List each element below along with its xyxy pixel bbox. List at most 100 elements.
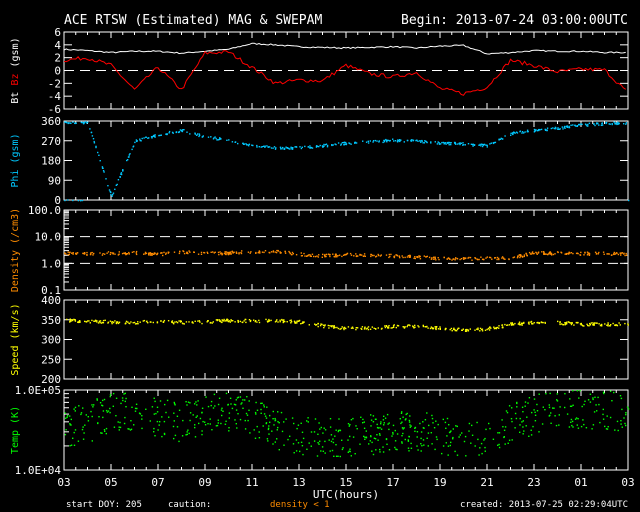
data-point-temp <box>187 429 189 431</box>
data-point-density <box>498 258 500 261</box>
data-point-temp <box>408 419 411 422</box>
data-point-speed <box>298 319 301 322</box>
data-point-speed <box>570 322 572 324</box>
data-point-density <box>233 251 235 253</box>
data-point-phi <box>438 143 441 145</box>
data-point-phi <box>444 142 446 144</box>
data-point-temp <box>423 427 425 429</box>
data-point-temp <box>609 416 612 419</box>
data-point-temp <box>556 393 558 395</box>
data-point-temp <box>426 412 428 414</box>
data-point-temp <box>317 442 319 444</box>
data-point-speed <box>102 319 105 322</box>
data-point-temp <box>274 441 276 443</box>
data-point-density <box>474 257 476 259</box>
y-tick-label: 270 <box>41 135 61 148</box>
data-point-speed <box>434 326 436 328</box>
data-point-temp <box>579 390 581 392</box>
data-point-speed <box>328 327 330 329</box>
data-point-temp <box>458 436 460 438</box>
data-point-density <box>451 259 453 261</box>
data-point-speed <box>571 322 573 324</box>
data-point-temp <box>260 412 262 414</box>
data-point-phi <box>554 126 557 129</box>
data-point-density <box>446 258 448 260</box>
data-point-temp <box>241 402 243 404</box>
data-point-temp <box>377 439 379 441</box>
data-point-phi <box>415 139 417 142</box>
data-point-phi <box>382 141 384 144</box>
data-point-temp <box>485 428 487 431</box>
data-point-phi <box>120 172 123 174</box>
data-point-temp <box>97 422 99 424</box>
data-point-speed <box>69 320 71 322</box>
data-point-density <box>393 256 396 259</box>
data-point-phi <box>145 136 147 138</box>
data-point-density <box>86 251 88 254</box>
data-point-density <box>289 252 292 255</box>
data-point-temp <box>317 433 319 435</box>
data-point-phi <box>120 173 122 175</box>
data-point-density <box>586 251 589 253</box>
data-point-temp <box>339 455 341 458</box>
data-point-temp <box>408 450 410 452</box>
data-point-phi <box>539 129 541 131</box>
data-point-speed <box>314 323 316 325</box>
data-point-density <box>334 256 336 258</box>
data-point-phi <box>70 122 72 124</box>
data-point-speed <box>117 322 120 325</box>
data-point-speed <box>404 326 406 328</box>
data-point-density <box>207 252 209 254</box>
data-point-temp <box>419 422 421 425</box>
data-point-phi <box>77 199 80 202</box>
data-point-temp <box>597 396 599 399</box>
data-point-speed <box>397 325 400 327</box>
x-tick-label: 13 <box>292 476 305 489</box>
data-point-phi <box>213 137 215 139</box>
data-point-speed <box>156 322 159 324</box>
data-point-speed <box>557 320 559 323</box>
data-point-phi <box>492 142 494 144</box>
data-point-speed <box>511 324 513 326</box>
data-point-speed <box>484 329 487 331</box>
data-point-speed <box>414 324 416 327</box>
data-point-phi <box>500 137 502 140</box>
data-point-temp <box>370 435 372 438</box>
data-point-temp <box>414 427 416 429</box>
data-point-temp <box>266 438 269 440</box>
data-point-density <box>560 252 563 254</box>
data-point-temp <box>332 438 334 440</box>
data-point-temp <box>374 438 377 440</box>
data-point-density <box>232 252 234 254</box>
data-point-speed <box>452 328 455 331</box>
data-point-temp <box>293 452 295 454</box>
data-point-speed <box>559 322 561 324</box>
data-point-phi <box>470 143 473 145</box>
data-point-phi <box>608 123 610 125</box>
data-point-density <box>318 254 320 256</box>
data-point-density <box>292 253 294 255</box>
data-point-temp <box>386 443 388 445</box>
data-point-density <box>349 252 352 255</box>
data-point-speed <box>86 320 89 322</box>
data-point-phi <box>593 123 595 125</box>
data-point-temp <box>498 446 501 449</box>
data-point-density <box>478 258 480 261</box>
data-point-speed <box>73 319 76 321</box>
data-point-speed <box>320 323 322 325</box>
y-tick-label: 300 <box>41 334 61 347</box>
panel-frame-phi <box>63 120 629 201</box>
data-point-density <box>124 252 126 255</box>
data-point-temp <box>141 427 143 430</box>
data-point-speed <box>431 327 433 329</box>
data-point-phi <box>386 141 388 143</box>
data-point-speed <box>361 328 363 330</box>
y-tick-label: 360 <box>41 115 61 128</box>
data-point-speed <box>207 320 209 322</box>
data-point-temp <box>338 429 340 432</box>
data-point-temp <box>373 437 376 439</box>
data-point-phi <box>131 148 133 151</box>
data-point-phi <box>454 141 456 144</box>
series-line-bt <box>63 42 626 55</box>
data-point-temp <box>109 411 111 414</box>
